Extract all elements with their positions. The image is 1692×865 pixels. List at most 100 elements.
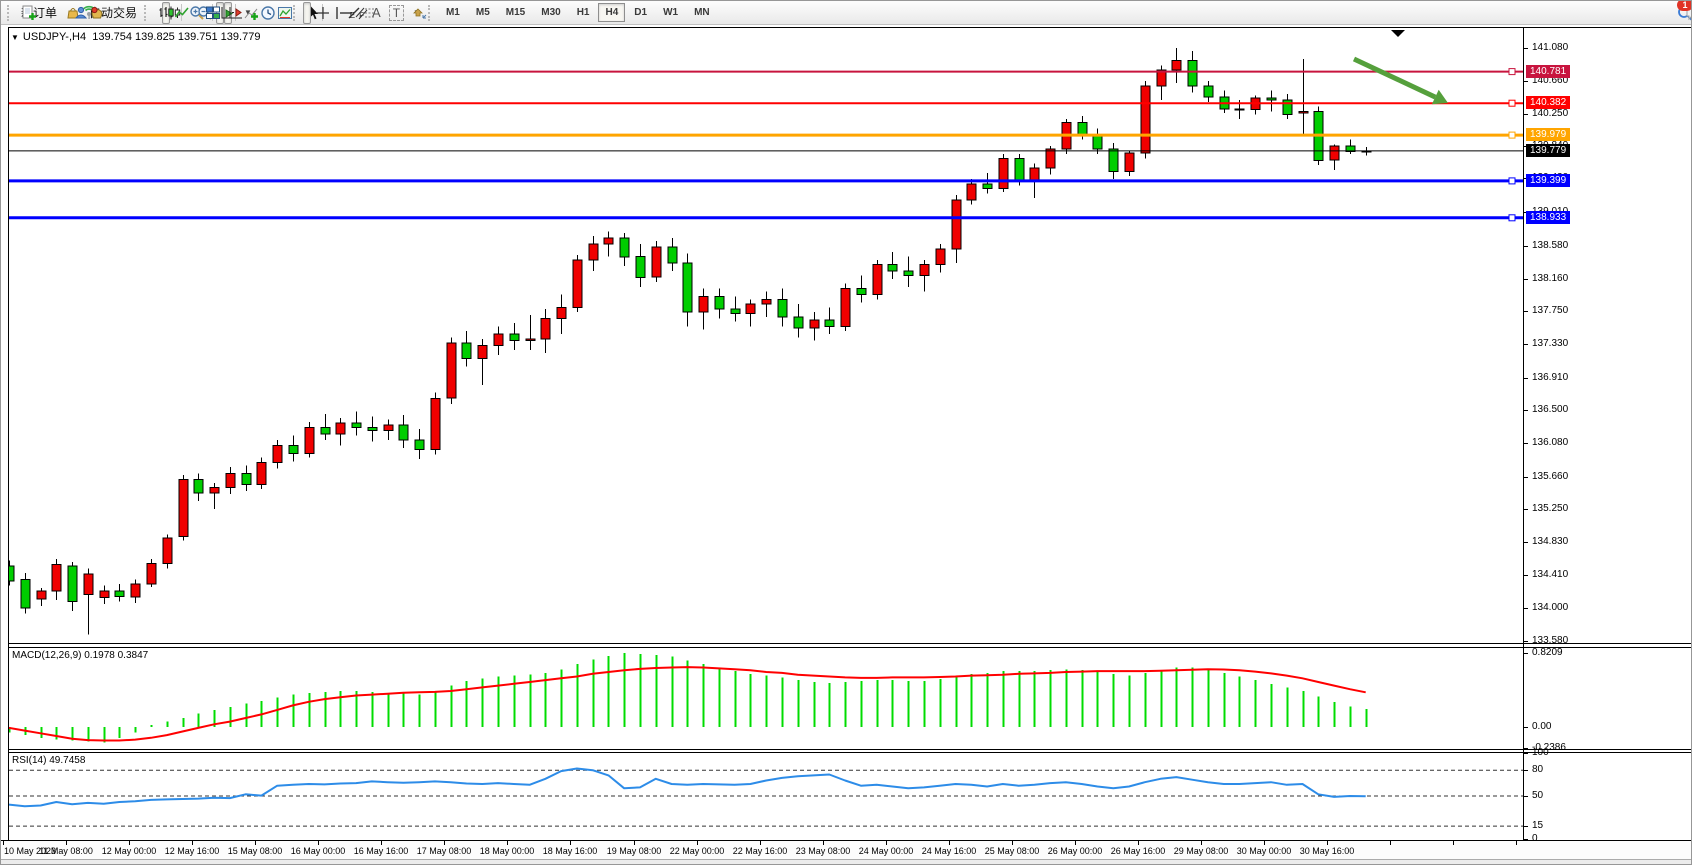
toolbar-grip[interactable] bbox=[7, 4, 14, 21]
chart-line-button[interactable] bbox=[170, 2, 189, 24]
time-tick bbox=[823, 841, 824, 845]
macd-tick bbox=[1524, 653, 1528, 654]
toolbar-grip[interactable] bbox=[292, 4, 300, 21]
text-tool-button[interactable]: A bbox=[368, 2, 385, 24]
trendline-tool-button[interactable] bbox=[342, 2, 360, 24]
macd-indicator-label: MACD(12,26,9) 0.1978 0.3847 bbox=[12, 650, 149, 661]
tile-windows-icon bbox=[206, 6, 221, 19]
indicators-dropdown[interactable]: ▼ bbox=[239, 2, 259, 24]
notifications-button[interactable]: 1 bbox=[1677, 1, 1691, 24]
time-tick-label: 11 May 08:00 bbox=[39, 846, 93, 856]
timeframe-m15[interactable]: M15 bbox=[505, 7, 526, 18]
templates-dropdown[interactable]: ▼ bbox=[273, 2, 292, 24]
text-label-tool-button[interactable]: T bbox=[385, 2, 408, 24]
macd-panel-canvas[interactable] bbox=[9, 648, 1523, 748]
channel-tool-button[interactable]: E bbox=[349, 2, 368, 24]
time-tick bbox=[697, 841, 698, 845]
symbol-dropdown-icon[interactable]: ▼ bbox=[11, 33, 19, 42]
timeframe-mn[interactable]: MN bbox=[694, 7, 710, 18]
rsi-tick-label: 50 bbox=[1532, 790, 1544, 801]
rsi-panel-canvas[interactable] bbox=[9, 753, 1523, 839]
price-tick bbox=[1524, 311, 1528, 312]
timeframe-h1[interactable]: H1 bbox=[576, 7, 590, 18]
panel-separator[interactable] bbox=[8, 752, 1691, 753]
toolbar-grip[interactable] bbox=[427, 4, 435, 21]
candle-down bbox=[619, 237, 630, 258]
candle-up bbox=[919, 264, 930, 277]
autotrading-button[interactable]: 自动交易 bbox=[85, 2, 141, 24]
candle-up bbox=[178, 479, 189, 538]
time-tick-label: 24 May 16:00 bbox=[921, 846, 977, 856]
price-chart-canvas[interactable] bbox=[9, 28, 1523, 642]
time-tick-label: 16 May 00:00 bbox=[290, 846, 346, 856]
price-tick bbox=[1524, 378, 1528, 379]
arrows-dropdown[interactable]: ▼ bbox=[408, 2, 427, 24]
timeframe-h4[interactable]: H4 bbox=[598, 3, 626, 22]
new-order-button[interactable]: 新订单 bbox=[17, 2, 61, 24]
toolbar-grip[interactable] bbox=[144, 4, 151, 21]
time-tick-label: 26 May 16:00 bbox=[1110, 846, 1166, 856]
panel-separator[interactable] bbox=[8, 643, 1691, 644]
rsi-indicator-label: RSI(14) 49.7458 bbox=[12, 755, 86, 766]
candle-up bbox=[998, 158, 1009, 190]
down-triangle-marker bbox=[1391, 30, 1405, 37]
candle-down bbox=[793, 316, 804, 329]
candle-up bbox=[1329, 145, 1340, 161]
panel-separator[interactable] bbox=[8, 749, 1691, 750]
candle-down bbox=[824, 319, 835, 327]
time-tick bbox=[886, 841, 887, 845]
price-tick bbox=[1524, 246, 1528, 247]
cursor-tool-button[interactable] bbox=[302, 1, 318, 24]
chart-bars-button[interactable] bbox=[154, 2, 173, 24]
crosshair-tool-button[interactable] bbox=[311, 2, 329, 24]
price-tick-label: 138.580 bbox=[1532, 240, 1569, 251]
timeframe-m5[interactable]: M5 bbox=[475, 7, 490, 18]
time-tick bbox=[3, 841, 4, 845]
channel-glyph: E bbox=[349, 10, 356, 20]
autotrading-icon bbox=[91, 6, 103, 18]
horizontal-line-tool-button[interactable] bbox=[334, 2, 352, 24]
time-tick bbox=[381, 841, 382, 845]
price-tick-label: 133.580 bbox=[1532, 635, 1569, 646]
chart-header: ▼ USDJPY-,H4 139.754 139.825 139.751 139.… bbox=[11, 31, 260, 43]
time-tick bbox=[1138, 841, 1139, 845]
candle-down bbox=[67, 565, 78, 603]
candle-up bbox=[809, 319, 820, 329]
candle-down bbox=[320, 427, 331, 435]
periods-dropdown[interactable]: ▼ bbox=[256, 2, 275, 24]
price-tick-label: 136.080 bbox=[1532, 437, 1569, 448]
macd-signal-line bbox=[9, 666, 1366, 742]
candle-up bbox=[1124, 152, 1135, 172]
timeframe-m1[interactable]: M1 bbox=[445, 7, 460, 18]
candle-down bbox=[414, 439, 425, 451]
chart-shift-button[interactable] bbox=[224, 1, 243, 24]
time-tick-label: 30 May 16:00 bbox=[1299, 846, 1355, 856]
arrow-objects-icon bbox=[413, 7, 427, 18]
price-tick-label: 140.660 bbox=[1532, 75, 1569, 86]
market-button[interactable] bbox=[61, 2, 79, 24]
candle-down bbox=[20, 578, 31, 609]
timeframe-w1[interactable]: W1 bbox=[663, 7, 679, 18]
price-tick bbox=[1524, 48, 1528, 49]
timeframe-d1[interactable]: D1 bbox=[634, 7, 648, 18]
time-axis[interactable]: 10 May 2023 11 May 08:00 12 May 00:00 12 Ma… bbox=[1, 841, 1691, 859]
price-axis[interactable]: 141.080140.660140.250139.840139.430139.0… bbox=[1524, 1, 1691, 859]
candle-down bbox=[461, 342, 472, 360]
time-tick-label: 22 May 16:00 bbox=[732, 846, 788, 856]
candle-up bbox=[272, 445, 283, 463]
candle-down bbox=[714, 295, 725, 310]
price-tick-label: 141.080 bbox=[1532, 42, 1569, 53]
candle-up bbox=[36, 590, 47, 600]
candle-up bbox=[146, 563, 157, 585]
timeframe-m30[interactable]: M30 bbox=[541, 7, 561, 18]
vertical-line-icon bbox=[336, 6, 338, 19]
level-handle bbox=[1508, 131, 1516, 139]
candle-down bbox=[1187, 60, 1198, 87]
community-button[interactable] bbox=[69, 2, 88, 24]
tile-windows-button[interactable] bbox=[201, 2, 221, 24]
time-tick bbox=[507, 841, 508, 845]
time-tick-label: 15 May 08:00 bbox=[227, 846, 283, 856]
panel-separator[interactable] bbox=[8, 647, 1691, 648]
vertical-line-tool-button[interactable] bbox=[326, 2, 338, 24]
time-tick bbox=[1390, 841, 1391, 845]
